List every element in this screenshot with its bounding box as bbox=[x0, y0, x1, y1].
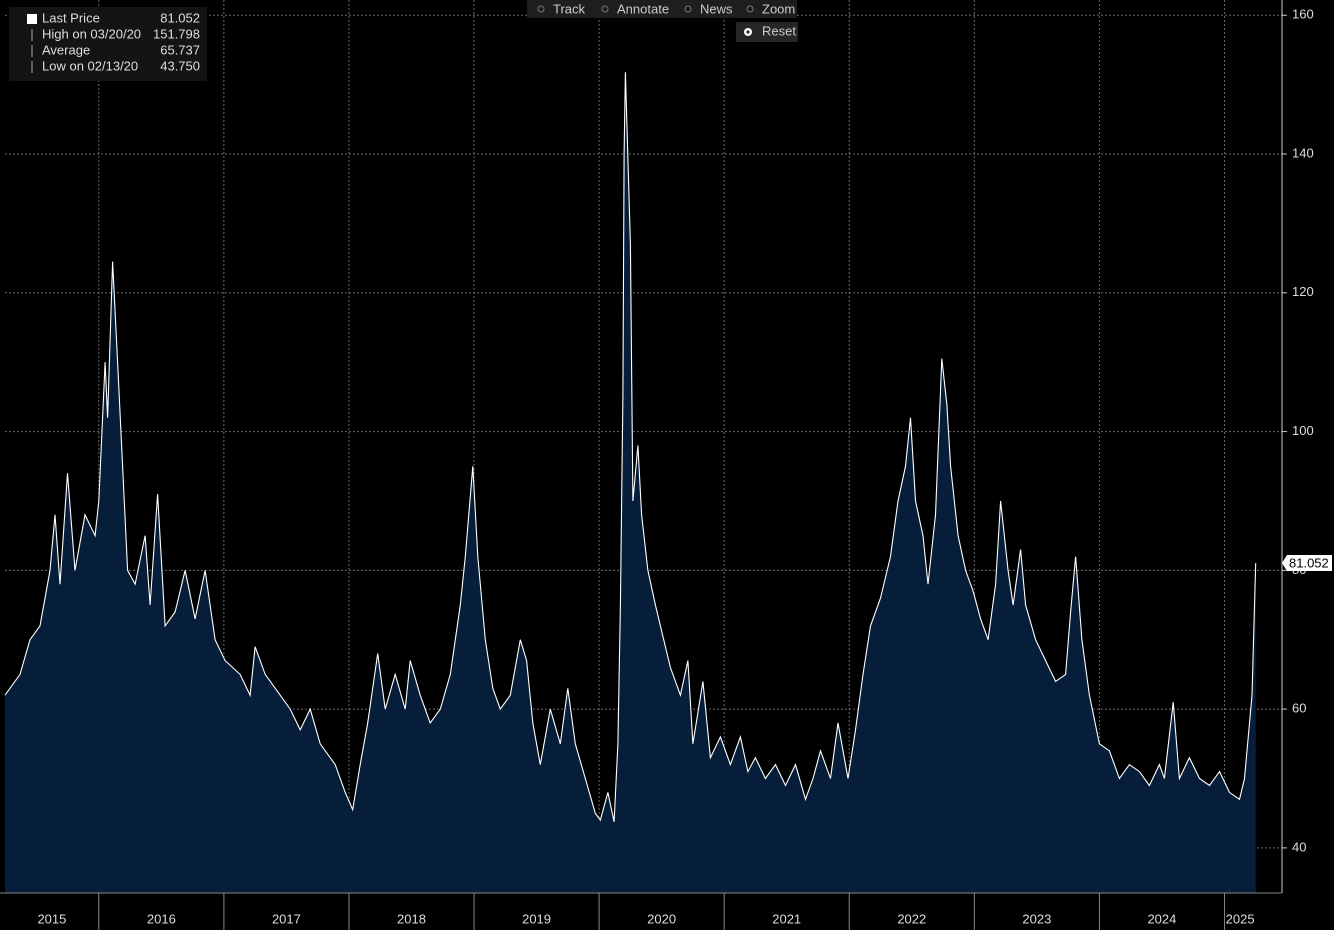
legend-box bbox=[9, 7, 207, 81]
toolbar-bg bbox=[527, 0, 797, 18]
toolbar-button[interactable]: Zoom bbox=[762, 1, 795, 16]
legend-label: Low on 02/13/20 bbox=[42, 58, 138, 73]
legend-value: 151.798 bbox=[153, 26, 200, 41]
reset-button-bg[interactable] bbox=[736, 22, 798, 42]
legend-value: 65.737 bbox=[160, 42, 200, 57]
toolbar-icon bbox=[601, 5, 609, 13]
y-tick-label: 120 bbox=[1292, 284, 1314, 299]
x-tick-label: 2021 bbox=[772, 911, 801, 926]
x-tick-label: 2023 bbox=[1022, 911, 1051, 926]
reset-button[interactable]: Reset bbox=[762, 23, 796, 38]
toolbar: Track Annotate News Zoom Reset bbox=[527, 0, 798, 42]
legend-swatch bbox=[27, 14, 37, 24]
y-tick-label: 160 bbox=[1292, 7, 1314, 22]
legend-value: 81.052 bbox=[160, 10, 200, 25]
y-tick-label: 60 bbox=[1292, 701, 1306, 716]
toolbar-icon bbox=[537, 5, 545, 13]
legend-value: 43.750 bbox=[160, 58, 200, 73]
x-tick-label: 2019 bbox=[522, 911, 551, 926]
x-tick-label: 2020 bbox=[647, 911, 676, 926]
x-tick-label: 2024 bbox=[1147, 911, 1176, 926]
reset-icon-dot bbox=[746, 30, 750, 34]
x-tick-label: 2017 bbox=[272, 911, 301, 926]
x-tick-label: 2018 bbox=[397, 911, 426, 926]
last-price-tag bbox=[1282, 555, 1332, 572]
x-tick-label: 2025 bbox=[1226, 911, 1255, 926]
y-tick-label: 40 bbox=[1292, 839, 1306, 854]
toolbar-button[interactable]: Annotate bbox=[617, 1, 669, 16]
x-tick-label: 2015 bbox=[37, 911, 66, 926]
legend-label: Last Price bbox=[42, 10, 100, 25]
toolbar-icon bbox=[746, 5, 754, 13]
toolbar-icon bbox=[684, 5, 692, 13]
x-tick-label: 2016 bbox=[147, 911, 176, 926]
legend: Last Price 81.052 High on 03/20/20 151.798 A… bbox=[9, 7, 207, 81]
toolbar-button[interactable]: News bbox=[700, 1, 733, 16]
toolbar-button[interactable]: Track bbox=[553, 1, 586, 16]
legend-label: Average bbox=[42, 42, 90, 57]
area bbox=[5, 72, 1256, 893]
last-price-label: 81.052 bbox=[1289, 555, 1329, 570]
legend-label: High on 03/20/20 bbox=[42, 26, 141, 41]
x-tick-label: 2022 bbox=[897, 911, 926, 926]
y-tick-label: 100 bbox=[1292, 423, 1314, 438]
line bbox=[4, 72, 1257, 823]
y-tick-label: 140 bbox=[1292, 145, 1314, 160]
